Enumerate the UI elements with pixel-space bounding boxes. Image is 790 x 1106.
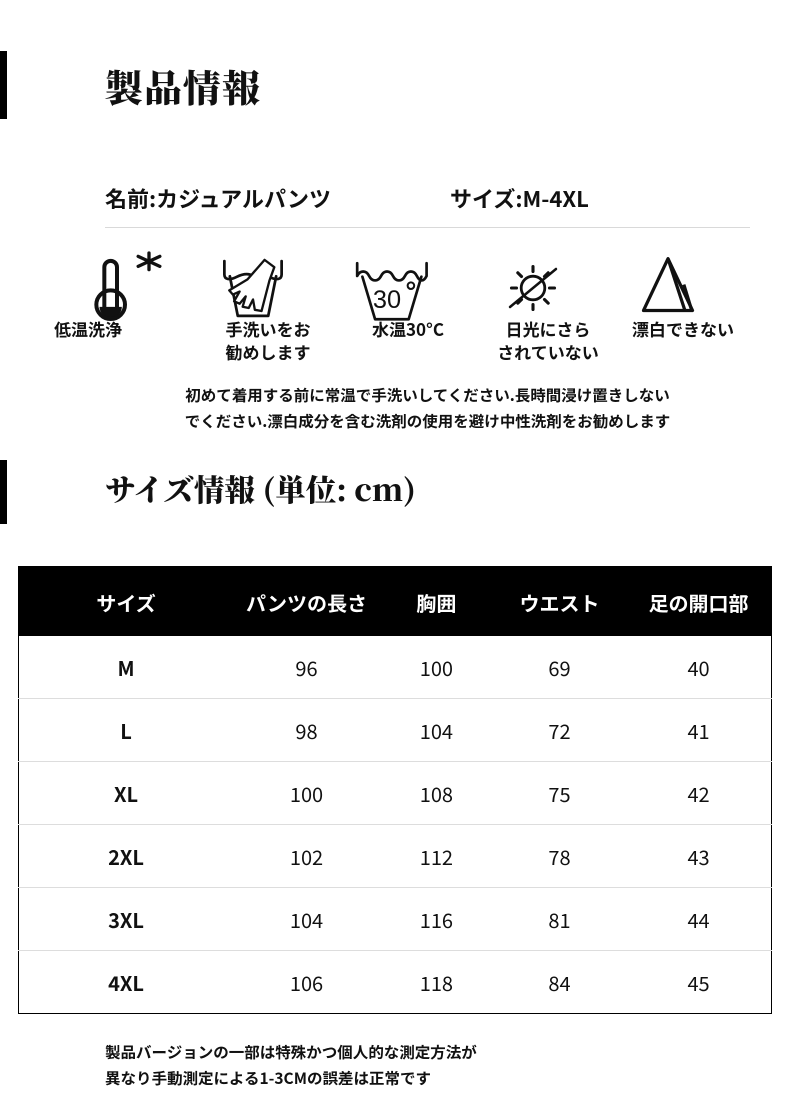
svg-text:30: 30 bbox=[373, 286, 401, 314]
